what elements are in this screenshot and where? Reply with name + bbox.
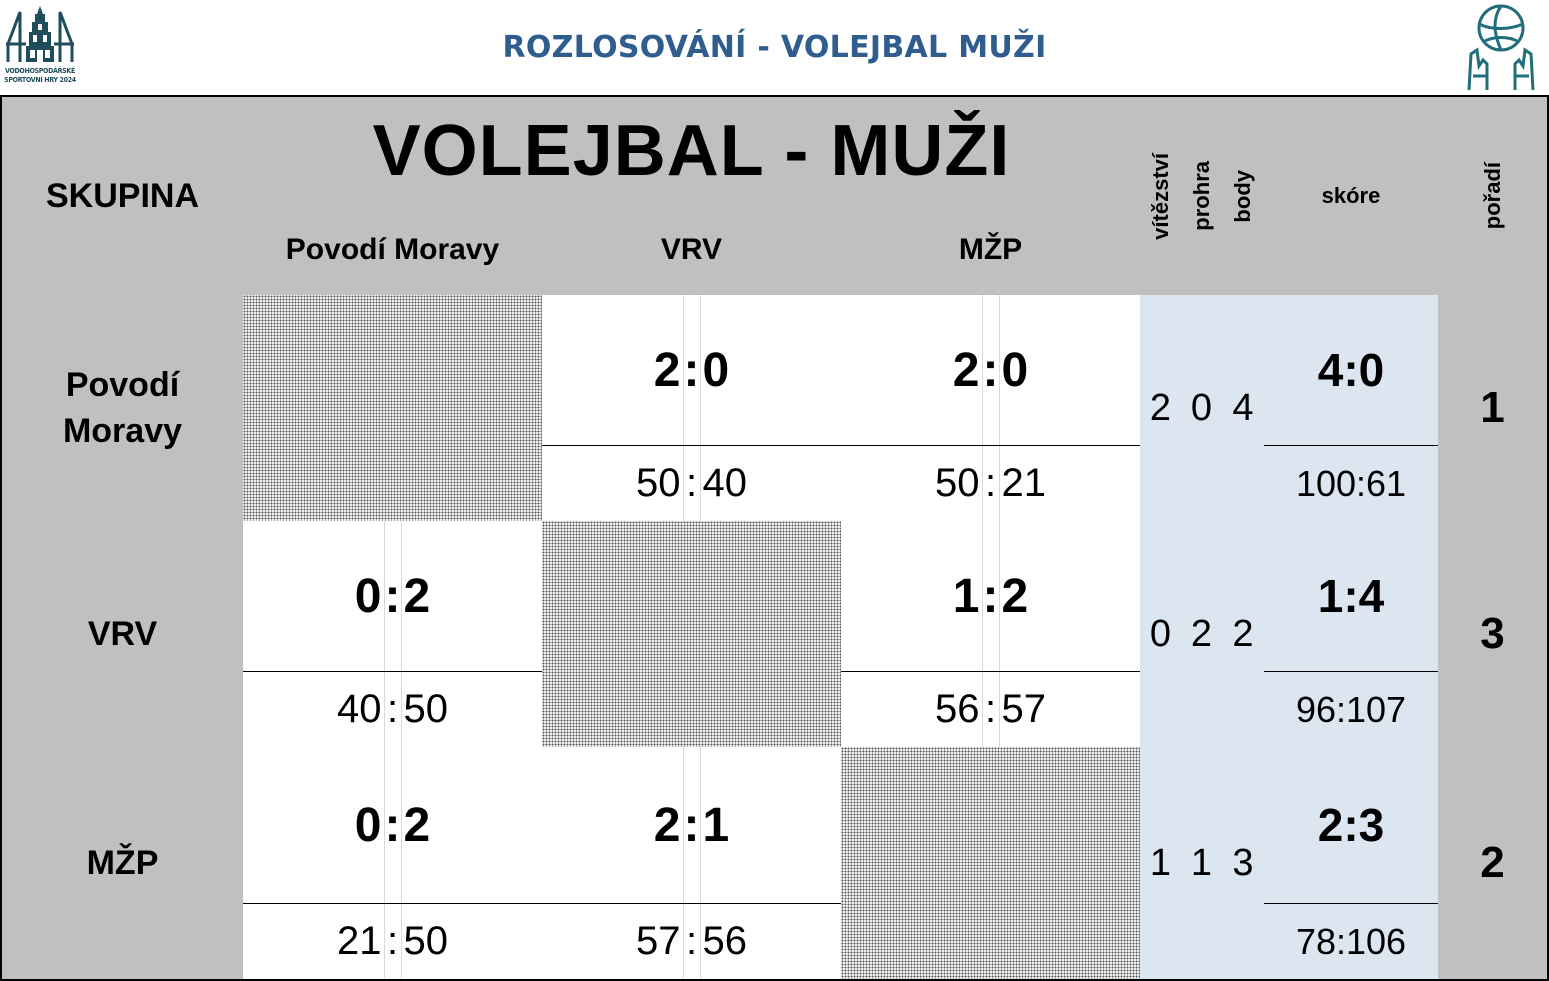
self-match-cell [841,747,1142,981]
set-score: 1:4 [1264,521,1438,672]
points-a: 50 [636,461,681,505]
points-a: 50 [935,461,980,505]
points-value: 4 [1222,295,1266,523]
header-score: skóre [1264,95,1440,297]
score-cell: 1:4 96:107 [1264,521,1440,749]
sets-a: 2 [952,343,980,397]
points-a: 57 [636,919,681,963]
self-match-cell [243,295,544,523]
sets-b: 0 [1001,343,1029,397]
header-losses-cell: prohra [1181,95,1224,297]
self-match-cell [542,521,843,749]
sets-b: 2 [403,798,431,852]
wins-value: 1 [1140,747,1183,981]
sets-a: 2 [653,798,681,852]
points-a: 56 [935,687,980,731]
points-b: 50 [403,919,449,963]
logo-caption: VODOHOSPODÁŘSKÉ SPORTOVNÍ HRY 2024 [4,67,76,84]
point-score: 96:107 [1295,688,1407,730]
sets-a: 0 [354,569,382,623]
results-table: SKUPINA VOLEJBAL - MUŽI Povodí Moravy VR… [0,95,1549,981]
rank-value: 1 [1438,295,1549,523]
main-title: VOLEJBAL - MUŽI [243,95,1142,207]
points-b: 40 [702,461,748,505]
header-wins: vítězství [1147,152,1173,240]
col-header-mzp: MŽP [841,205,1142,297]
wins-value: 0 [1140,521,1183,749]
set-score: 4:0 [1264,295,1438,446]
header-points: body [1230,169,1255,223]
header-losses: prohra [1188,161,1214,231]
sets-a: 0 [354,798,382,852]
row-label-vrv: VRV [0,521,245,749]
col-header-povodi-moravy: Povodí Moravy [243,205,544,297]
match-cell: 2 : 0 50 : 40 [542,295,843,523]
tower-logo-icon: VODOHOSPODÁŘSKÉ SPORTOVNÍ HRY 2024 [4,4,76,90]
header-rank: pořadí [1479,162,1505,230]
col-header-vrv: VRV [542,205,843,297]
points-b: 57 [1001,687,1047,731]
sets-b: 1 [702,798,730,852]
points-a: 21 [337,919,382,963]
score-cell: 4:0 100:61 [1264,295,1440,523]
wins-value: 2 [1140,295,1183,523]
match-cell: 0 : 2 21 : 50 [243,747,544,981]
sets-a: 1 [952,569,980,623]
losses-value: 1 [1181,747,1224,981]
losses-value: 2 [1181,521,1224,749]
match-cell: 2 : 0 50 : 21 [841,295,1142,523]
sets-b: 0 [702,343,730,397]
points-value: 2 [1222,521,1266,749]
score-cell: 2:3 78:106 [1264,747,1440,981]
match-cell: 2 : 1 57 : 56 [542,747,843,981]
sets-b: 2 [1001,569,1029,623]
match-cell: 1 : 2 56 : 57 [841,521,1142,749]
points-b: 21 [1001,461,1047,505]
volleyball-hands-icon [1465,2,1537,94]
losses-value: 0 [1181,295,1224,523]
point-score: 78:106 [1295,920,1407,962]
header-wins-cell: vítězství [1140,95,1183,297]
sets-a: 2 [653,343,681,397]
header-rank-cell: pořadí [1438,95,1549,297]
points-b: 56 [702,919,748,963]
row-label-mzp: MŽP [0,747,245,981]
group-label: SKUPINA [0,95,245,297]
rank-value: 2 [1438,747,1549,981]
header-points-cell: body [1222,95,1266,297]
page-title: ROZLOSOVÁNÍ - VOLEJBAL MUŽI [502,30,1047,65]
rank-value: 3 [1438,521,1549,749]
points-value: 3 [1222,747,1266,981]
set-score: 2:3 [1264,747,1438,904]
points-b: 50 [403,687,449,731]
points-a: 40 [337,687,382,731]
row-label-povodi-moravy: Povodí Moravy [0,295,245,523]
sets-b: 2 [403,569,431,623]
point-score: 100:61 [1295,462,1407,504]
match-cell: 0 : 2 40 : 50 [243,521,544,749]
page-header: VODOHOSPODÁŘSKÉ SPORTOVNÍ HRY 2024 ROZLO… [0,0,1549,96]
